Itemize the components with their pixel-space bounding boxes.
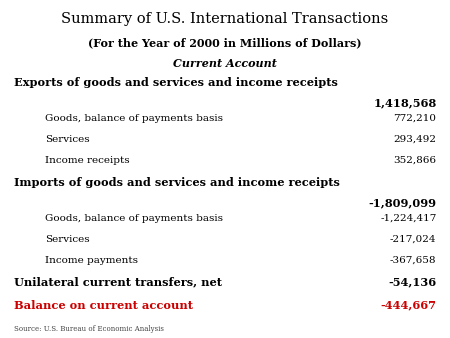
Text: Services: Services <box>45 235 90 244</box>
Text: 352,866: 352,866 <box>393 156 436 165</box>
Text: Services: Services <box>45 135 90 144</box>
Text: Income payments: Income payments <box>45 256 138 265</box>
Text: Balance on current account: Balance on current account <box>14 300 193 311</box>
Text: Goods, balance of payments basis: Goods, balance of payments basis <box>45 114 223 123</box>
Text: -217,024: -217,024 <box>390 235 436 244</box>
Text: -1,224,417: -1,224,417 <box>380 214 436 223</box>
Text: 772,210: 772,210 <box>393 114 436 123</box>
Text: Summary of U.S. International Transactions: Summary of U.S. International Transactio… <box>61 12 389 26</box>
Text: Exports of goods and services and income receipts: Exports of goods and services and income… <box>14 77 338 88</box>
Text: Source: U.S. Bureau of Economic Analysis: Source: U.S. Bureau of Economic Analysis <box>14 325 163 333</box>
Text: -367,658: -367,658 <box>390 256 436 265</box>
Text: Goods, balance of payments basis: Goods, balance of payments basis <box>45 214 223 223</box>
Text: -444,667: -444,667 <box>381 300 436 311</box>
Text: Current Account: Current Account <box>173 58 277 69</box>
Text: Unilateral current transfers, net: Unilateral current transfers, net <box>14 277 221 288</box>
Text: -54,136: -54,136 <box>388 277 436 288</box>
Text: -1,809,099: -1,809,099 <box>369 198 436 209</box>
Text: 1,418,568: 1,418,568 <box>373 98 436 109</box>
Text: Imports of goods and services and income receipts: Imports of goods and services and income… <box>14 177 339 188</box>
Text: Income receipts: Income receipts <box>45 156 130 165</box>
Text: (For the Year of 2000 in Millions of Dollars): (For the Year of 2000 in Millions of Dol… <box>88 37 362 48</box>
Text: 293,492: 293,492 <box>393 135 436 144</box>
